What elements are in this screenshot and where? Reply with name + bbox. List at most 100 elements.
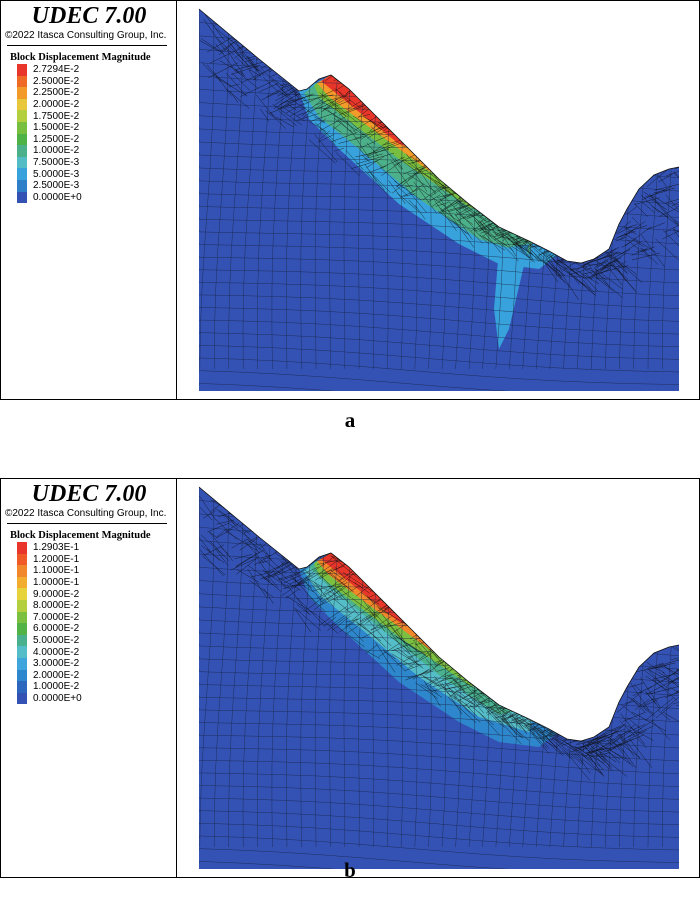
legend-swatch xyxy=(17,64,27,76)
rock-mass xyxy=(199,9,679,391)
legend-label: 0.0000E+0 xyxy=(33,191,82,203)
legend-label: 1.0000E-2 xyxy=(33,145,80,157)
legend-swatch xyxy=(17,576,27,589)
legend-entry: 1.2000E-1 xyxy=(17,553,82,566)
ground-surface xyxy=(198,486,680,742)
legend-swatch xyxy=(17,145,27,157)
legend-title: Block Displacement Magnitude xyxy=(10,530,151,541)
legend-entry: 2.5000E-3 xyxy=(17,179,82,192)
legend-entry: 2.0000E-2 xyxy=(17,98,82,111)
model-panel-a: UDEC 7.00 ©2022 Itasca Consulting Group,… xyxy=(0,0,700,400)
legend-swatch xyxy=(17,623,27,635)
legend-label: 7.0000E-2 xyxy=(33,611,80,623)
legend-swatch xyxy=(17,657,27,670)
legend-label: 5.0000E-3 xyxy=(33,168,80,180)
legend-entry: 1.2903E-1 xyxy=(17,542,82,554)
legend-entry: 6.0000E-2 xyxy=(17,623,82,635)
legend-label: 2.0000E-2 xyxy=(33,669,80,681)
legend-swatch xyxy=(17,121,27,134)
copyright-text: ©2022 Itasca Consulting Group, Inc. xyxy=(5,508,167,519)
legend-swatch xyxy=(17,565,27,577)
legend-label: 1.0000E-2 xyxy=(33,681,80,693)
legend-label: 2.0000E-2 xyxy=(33,99,80,111)
legend-label: 2.2500E-2 xyxy=(33,87,80,99)
legend-swatch xyxy=(17,87,27,99)
legend-entry: 2.5000E-2 xyxy=(17,75,82,88)
legend-entry: 8.0000E-2 xyxy=(17,599,82,612)
legend-swatch xyxy=(17,553,27,566)
legend-label: 6.0000E-2 xyxy=(33,623,80,635)
legend-swatch xyxy=(17,599,27,612)
legend-label: 2.7294E-2 xyxy=(33,64,80,76)
legend-entry: 1.1000E-1 xyxy=(17,565,82,577)
legend-area: UDEC 7.00 ©2022 Itasca Consulting Group,… xyxy=(1,1,177,399)
displacement-contour-plot xyxy=(198,8,680,391)
legend-swatch xyxy=(17,179,27,192)
legend-swatch xyxy=(17,542,27,554)
legend-label: 1.5000E-2 xyxy=(33,122,80,134)
copyright-text: ©2022 Itasca Consulting Group, Inc. xyxy=(5,30,167,41)
legend-area: UDEC 7.00 ©2022 Itasca Consulting Group,… xyxy=(1,479,177,877)
software-title: UDEC 7.00 xyxy=(31,3,147,29)
legend-entry: 1.0000E-2 xyxy=(17,145,82,157)
legend-swatch xyxy=(17,110,27,122)
legend-label: 4.0000E-2 xyxy=(33,646,80,658)
legend-swatch xyxy=(17,692,27,705)
ground-surface xyxy=(198,8,680,264)
legend-entry: 0.0000E+0 xyxy=(17,191,82,204)
displacement-contour-plot xyxy=(198,486,680,869)
legend-entry: 5.0000E-2 xyxy=(17,634,82,647)
legend-entry: 0.0000E+0 xyxy=(17,692,82,705)
legend-label: 5.0000E-2 xyxy=(33,635,80,647)
legend-label: 1.7500E-2 xyxy=(33,110,80,122)
legend-entry: 1.2500E-2 xyxy=(17,133,82,146)
legend-label: 7.5000E-3 xyxy=(33,157,80,169)
legend-swatch xyxy=(17,98,27,111)
legend-entry: 7.5000E-3 xyxy=(17,156,82,169)
legend-entry: 2.0000E-2 xyxy=(17,669,82,682)
legend-swatch xyxy=(17,611,27,624)
legend-label: 2.5000E-3 xyxy=(33,180,80,192)
legend-swatch xyxy=(17,588,27,600)
legend-swatch xyxy=(17,133,27,146)
legend-entry: 1.0000E-2 xyxy=(17,681,82,693)
legend-label: 2.5000E-2 xyxy=(33,75,80,87)
legend-entries: 1.2903E-1 1.2000E-1 1.1000E-1 1.0000E-1 9.00… xyxy=(17,542,82,705)
divider xyxy=(7,45,167,46)
legend-swatch xyxy=(17,669,27,682)
legend-entry: 2.2500E-2 xyxy=(17,87,82,99)
legend-label: 1.1000E-1 xyxy=(33,565,80,577)
rock-mass xyxy=(199,487,679,869)
legend-entry: 1.7500E-2 xyxy=(17,110,82,122)
legend-entry: 5.0000E-3 xyxy=(17,168,82,180)
legend-swatch xyxy=(17,191,27,204)
figure-caption: a xyxy=(344,408,356,432)
divider xyxy=(7,523,167,524)
legend-label: 1.2500E-2 xyxy=(33,133,80,145)
legend-label: 3.0000E-2 xyxy=(33,658,80,670)
legend-entry: 3.0000E-2 xyxy=(17,657,82,670)
legend-title: Block Displacement Magnitude xyxy=(10,52,151,63)
slide-tongue xyxy=(494,244,529,349)
legend-label: 9.0000E-2 xyxy=(33,588,80,600)
legend-swatch xyxy=(17,156,27,169)
legend-label: 1.0000E-1 xyxy=(33,577,80,589)
legend-swatch xyxy=(17,646,27,658)
legend-swatch xyxy=(17,75,27,88)
legend-entry: 1.5000E-2 xyxy=(17,121,82,134)
legend-label: 0.0000E+0 xyxy=(33,693,82,705)
legend-label: 1.2903E-1 xyxy=(33,542,80,554)
software-title: UDEC 7.00 xyxy=(31,481,147,507)
legend-entry: 9.0000E-2 xyxy=(17,588,82,600)
legend-entries: 2.7294E-2 2.5000E-2 2.2500E-2 2.0000E-2 1.75… xyxy=(17,64,82,204)
legend-entry: 1.0000E-1 xyxy=(17,576,82,589)
legend-swatch xyxy=(17,634,27,647)
legend-entry: 2.7294E-2 xyxy=(17,64,82,76)
figure-caption: b xyxy=(344,858,356,882)
legend-swatch xyxy=(17,168,27,180)
legend-label: 8.0000E-2 xyxy=(33,600,80,612)
legend-label: 1.2000E-1 xyxy=(33,553,80,565)
legend-entry: 7.0000E-2 xyxy=(17,611,82,624)
legend-swatch xyxy=(17,681,27,693)
model-panel-b: UDEC 7.00 ©2022 Itasca Consulting Group,… xyxy=(0,478,700,878)
